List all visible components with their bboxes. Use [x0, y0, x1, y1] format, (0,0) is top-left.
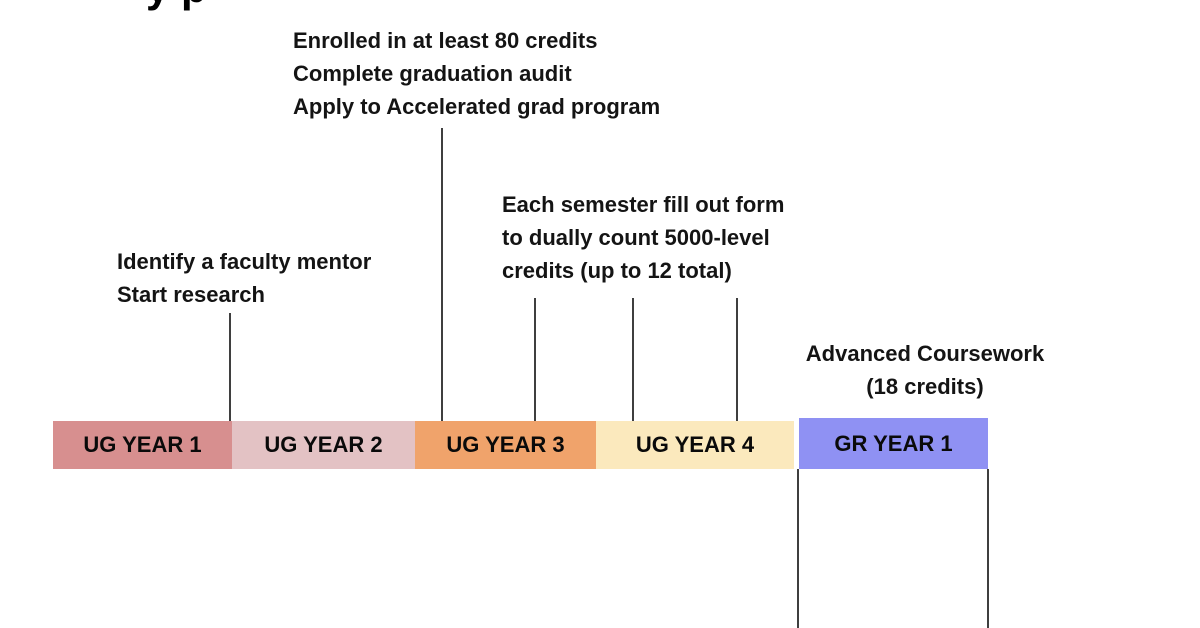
- timeline-segment-gr-year-1: GR YEAR 1: [799, 418, 988, 469]
- annotation-line: credits (up to 12 total): [502, 258, 732, 283]
- annotation-ug-year-4-milestones: Each semester fill out form to dually co…: [502, 188, 784, 287]
- segment-label: UG YEAR 2: [264, 432, 383, 457]
- annotation-ug-year-3-milestones: Enrolled in at least 80 credits Complete…: [293, 24, 660, 123]
- annotation-line: Apply to Accelerated grad program: [293, 94, 661, 119]
- timeline-segment-ug-year-1: UG YEAR 1: [53, 421, 232, 469]
- connector-line-gr1-left: [797, 469, 799, 628]
- connector-line-ug2: [229, 313, 231, 421]
- annotation-line: (18 credits): [866, 374, 984, 399]
- segment-label: UG YEAR 4: [635, 432, 755, 457]
- connector-line-ug4-first: [534, 298, 536, 421]
- annotation-line: Complete graduation audit: [293, 61, 572, 86]
- connector-line-ug4-second: [632, 298, 634, 421]
- annotation-line: Start research: [117, 282, 265, 307]
- timeline-segment-ug-year-4: UG YEAR 4: [596, 421, 794, 469]
- annotation-ug-year-2-milestones: Identify a faculty mentor Start research: [117, 245, 371, 311]
- clipped-slide-title: y p: [146, 0, 207, 9]
- timeline-segment-ug-year-2: UG YEAR 2: [232, 421, 415, 469]
- annotation-line: Advanced Coursework: [805, 341, 1045, 366]
- segment-label: UG YEAR 3: [446, 432, 565, 457]
- segment-label: UG YEAR 1: [83, 432, 202, 457]
- annotation-line: Enrolled in at least 80 credits: [293, 28, 598, 53]
- segment-label: GR YEAR 1: [834, 430, 953, 456]
- annotation-line: Each semester fill out form: [502, 192, 785, 217]
- annotation-line: Identify a faculty mentor: [117, 249, 372, 274]
- connector-line-ug4-third: [736, 298, 738, 421]
- connector-line-ug3: [441, 128, 443, 421]
- annotation-line: to dually count 5000-level: [502, 225, 770, 250]
- timeline-segment-ug-year-3: UG YEAR 3: [415, 421, 596, 469]
- annotation-gr-year-1-coursework: Advanced Coursework (18 credits): [775, 337, 1075, 403]
- connector-line-gr1-right: [987, 469, 989, 628]
